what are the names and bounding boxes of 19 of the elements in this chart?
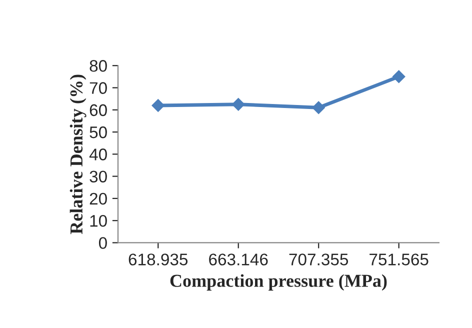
y-tick-label: 70 xyxy=(90,82,107,94)
x-axis-title: Compaction pressure (MPa) xyxy=(170,274,387,291)
y-axis-title: Relative Density (%) xyxy=(70,74,86,234)
point xyxy=(232,98,245,111)
y-tick-label: 20 xyxy=(90,192,107,205)
y-tick-label: 40 xyxy=(89,148,107,160)
point xyxy=(312,101,326,114)
y-tick-label: 60 xyxy=(90,104,107,116)
x-tick-label: 618.935 xyxy=(128,254,188,266)
y-tick-label: 10 xyxy=(90,214,107,227)
y-tick-label: 30 xyxy=(90,170,107,183)
point xyxy=(152,99,165,112)
y-tick-label: 0 xyxy=(98,237,107,249)
x-tick-label: 751.565 xyxy=(370,254,428,266)
y-tick-label: 80 xyxy=(90,60,107,72)
x-tick-label: 707.355 xyxy=(289,254,348,266)
y-tick-label: 50 xyxy=(90,126,107,138)
x-tick-label: 663.146 xyxy=(209,254,268,266)
point xyxy=(392,70,406,84)
